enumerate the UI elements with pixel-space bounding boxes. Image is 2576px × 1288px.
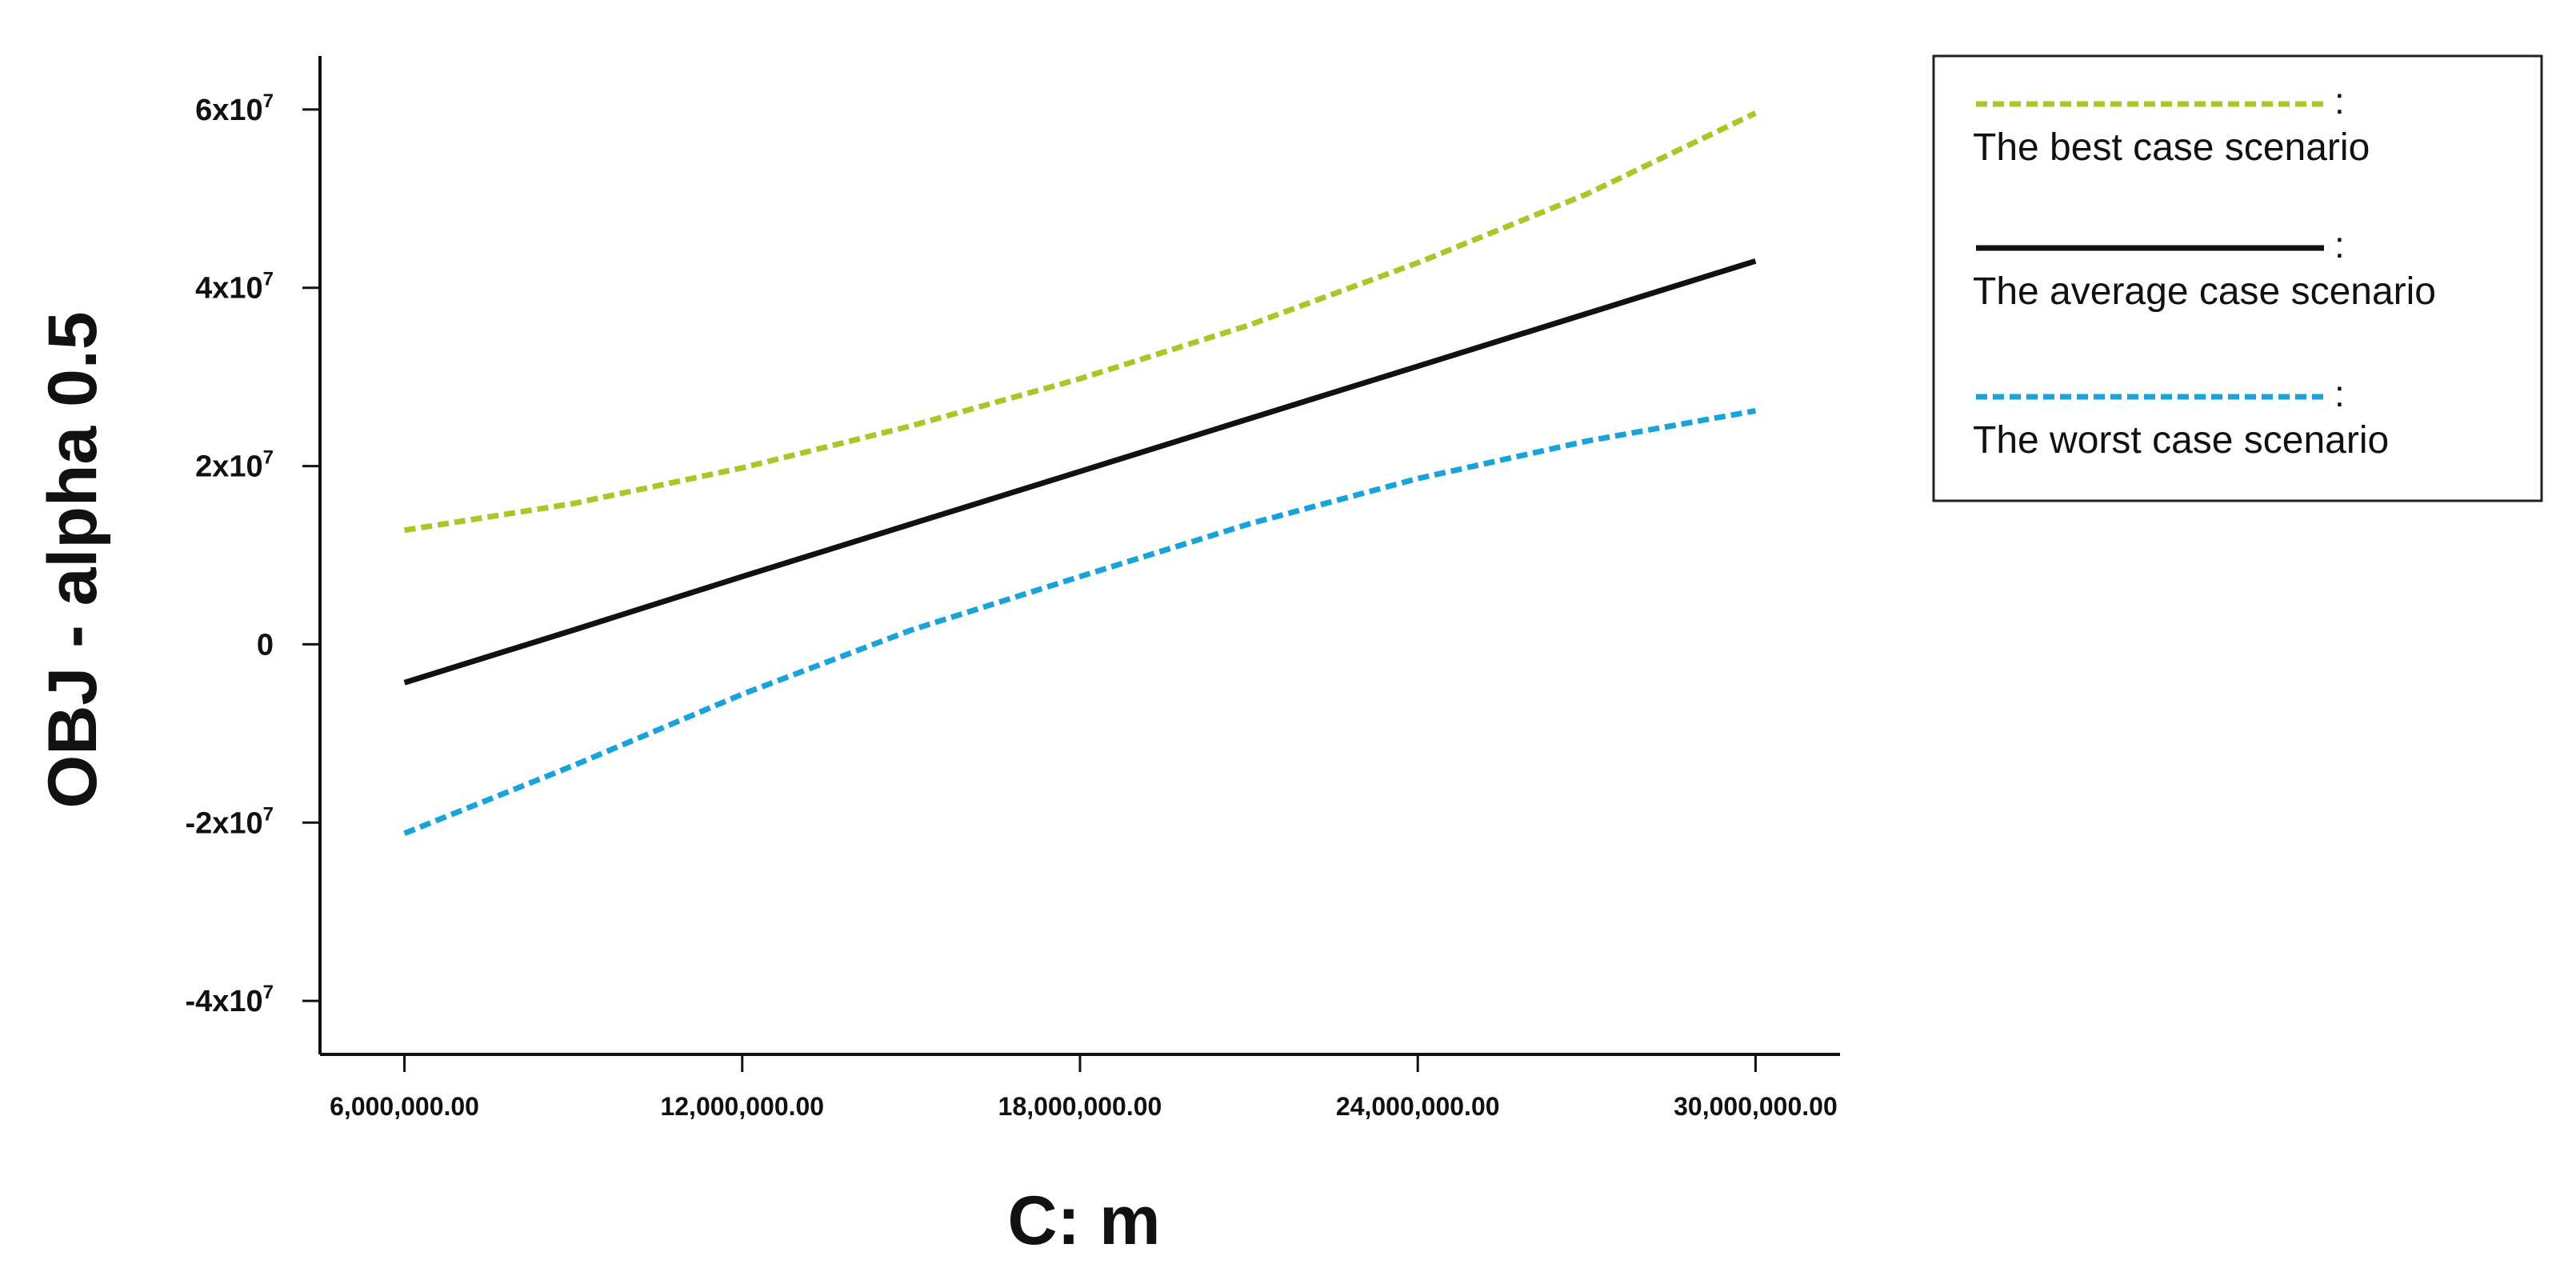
y-axis: -4x107 -2x107 0 2x107 4x107 6x107 xyxy=(185,56,322,1054)
legend-label-2: The average case scenario xyxy=(1973,270,2436,313)
y-tick-label: -2x107 xyxy=(185,803,274,840)
x-axis: 6,000,000.00 12,000,000.00 18,000,000.00 24… xyxy=(320,1053,1840,1121)
x-tick-label: 24,000,000.00 xyxy=(1336,1092,1500,1121)
series-line-1 xyxy=(404,110,1757,534)
series-layer xyxy=(403,110,1757,836)
y-tick-label: 6x107 xyxy=(195,90,274,127)
legend-label-3: The worst case scenario xyxy=(1973,419,2389,462)
y-tick-label: 0 xyxy=(257,628,274,662)
y-tick-label: -4x107 xyxy=(185,982,274,1018)
x-tick-label: 6,000,000.00 xyxy=(330,1092,479,1121)
series-line-2 xyxy=(403,258,1757,686)
legend-separator: : xyxy=(2334,80,2345,122)
x-tick-label: 30,000,000.00 xyxy=(1674,1092,1838,1121)
x-tick-label: 12,000,000.00 xyxy=(660,1092,824,1121)
series-line-3 xyxy=(403,408,1757,836)
x-tick-label: 18,000,000.00 xyxy=(998,1092,1162,1121)
legend-box xyxy=(1932,54,2543,502)
x-axis-title: C: m xyxy=(1007,1182,1160,1259)
legend-separator: : xyxy=(2334,373,2345,414)
legend: :The best case scenario:The average case… xyxy=(1932,54,2543,502)
y-tick-label: 2x107 xyxy=(195,447,274,484)
legend-separator: : xyxy=(2334,224,2345,266)
y-tick-label: 4x107 xyxy=(195,269,274,306)
y-axis-title: OBJ - alpha 0.5 xyxy=(34,311,111,808)
legend-label-1: The best case scenario xyxy=(1973,126,2370,169)
